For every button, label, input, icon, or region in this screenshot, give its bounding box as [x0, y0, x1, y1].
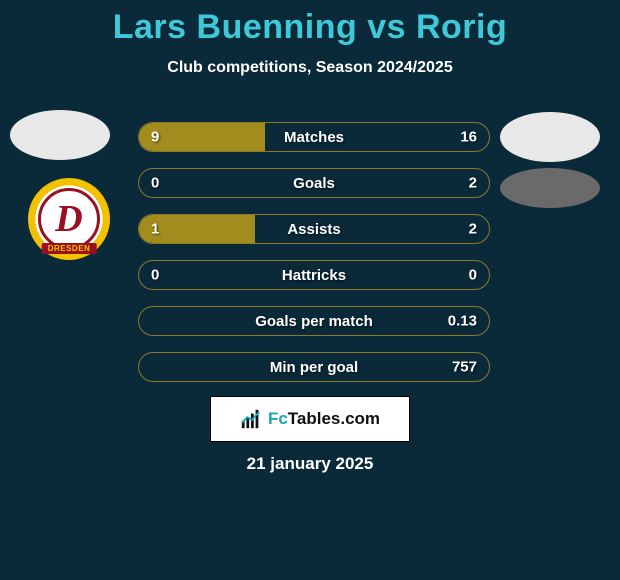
stat-value-right: 757: [452, 359, 477, 376]
stat-row: 1 Assists 2: [138, 214, 490, 244]
stat-label: Min per goal: [270, 359, 358, 376]
club-left-badge-letter: D: [55, 200, 82, 238]
club-right-badge: [500, 168, 600, 208]
stat-value-left: 0: [151, 267, 159, 284]
footer-brand-text: FcTables.com: [268, 409, 380, 429]
stat-value-left: 0: [151, 175, 159, 192]
footer-brand-suffix: Tables.com: [288, 409, 380, 428]
fctables-logo-icon: [240, 408, 262, 430]
stat-value-left: 1: [151, 221, 159, 238]
stat-value-left: 9: [151, 129, 159, 146]
stat-row: Goals per match 0.13: [138, 306, 490, 336]
player-right-avatar: [500, 112, 600, 162]
stat-value-right: 0: [469, 267, 477, 284]
page-title: Lars Buenning vs Rorig: [0, 0, 620, 47]
stats-bars: 9 Matches 16 0 Goals 2 1 Assists 2 0 Hattricks 0 Goa…: [138, 122, 490, 398]
footer-date: 21 january 2025: [0, 454, 620, 474]
stat-label: Assists: [287, 221, 340, 238]
club-left-badge: D DRESDEN: [28, 178, 110, 260]
footer-brand-prefix: Fc: [268, 409, 288, 428]
stat-row: Min per goal 757: [138, 352, 490, 382]
club-left-badge-ribbon: DRESDEN: [42, 243, 97, 254]
stat-value-right: 0.13: [448, 313, 477, 330]
stat-label: Hattricks: [282, 267, 346, 284]
page-subtitle: Club competitions, Season 2024/2025: [0, 59, 620, 77]
stat-value-right: 2: [469, 221, 477, 238]
stat-label: Matches: [284, 129, 344, 146]
stat-value-right: 16: [460, 129, 477, 146]
footer-brand-box: FcTables.com: [210, 396, 410, 442]
club-left-badge-inner: D: [38, 188, 100, 250]
player-left-avatar: [10, 110, 110, 160]
stat-row: 9 Matches 16: [138, 122, 490, 152]
stat-value-right: 2: [469, 175, 477, 192]
stat-row: 0 Goals 2: [138, 168, 490, 198]
stat-row: 0 Hattricks 0: [138, 260, 490, 290]
stat-label: Goals per match: [255, 313, 373, 330]
stat-label: Goals: [293, 175, 335, 192]
